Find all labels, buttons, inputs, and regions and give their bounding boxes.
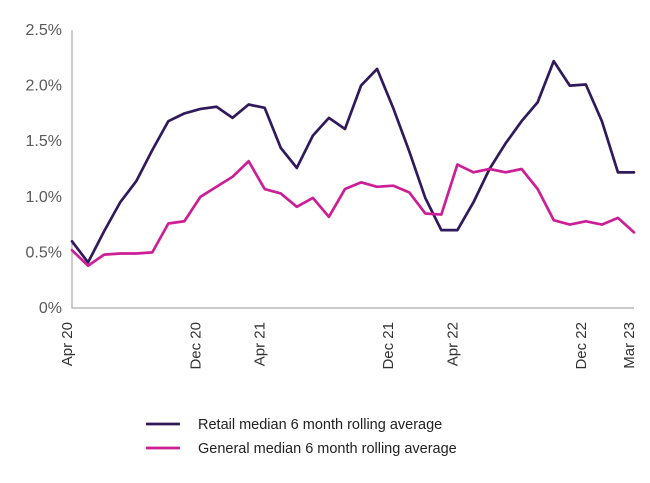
svg-text:Apr 21: Apr 21 [252, 322, 269, 366]
svg-text:2.5%: 2.5% [26, 22, 62, 39]
svg-text:Dec 20: Dec 20 [187, 322, 204, 370]
svg-text:Dec 21: Dec 21 [380, 322, 397, 370]
svg-text:Apr 22: Apr 22 [444, 322, 461, 366]
svg-text:2.0%: 2.0% [26, 78, 62, 95]
svg-text:0%: 0% [39, 300, 62, 317]
svg-text:Dec 22: Dec 22 [573, 322, 590, 370]
svg-text:1.0%: 1.0% [26, 189, 62, 206]
svg-text:0.5%: 0.5% [26, 244, 62, 261]
svg-text:General median 6 month rolling: General median 6 month rolling average [198, 441, 457, 457]
svg-text:Apr 20: Apr 20 [59, 322, 76, 366]
svg-text:Mar 23: Mar 23 [621, 322, 638, 369]
svg-text:1.5%: 1.5% [26, 133, 62, 150]
svg-text:Retail median 6 month rolling: Retail median 6 month rolling average [198, 417, 442, 433]
